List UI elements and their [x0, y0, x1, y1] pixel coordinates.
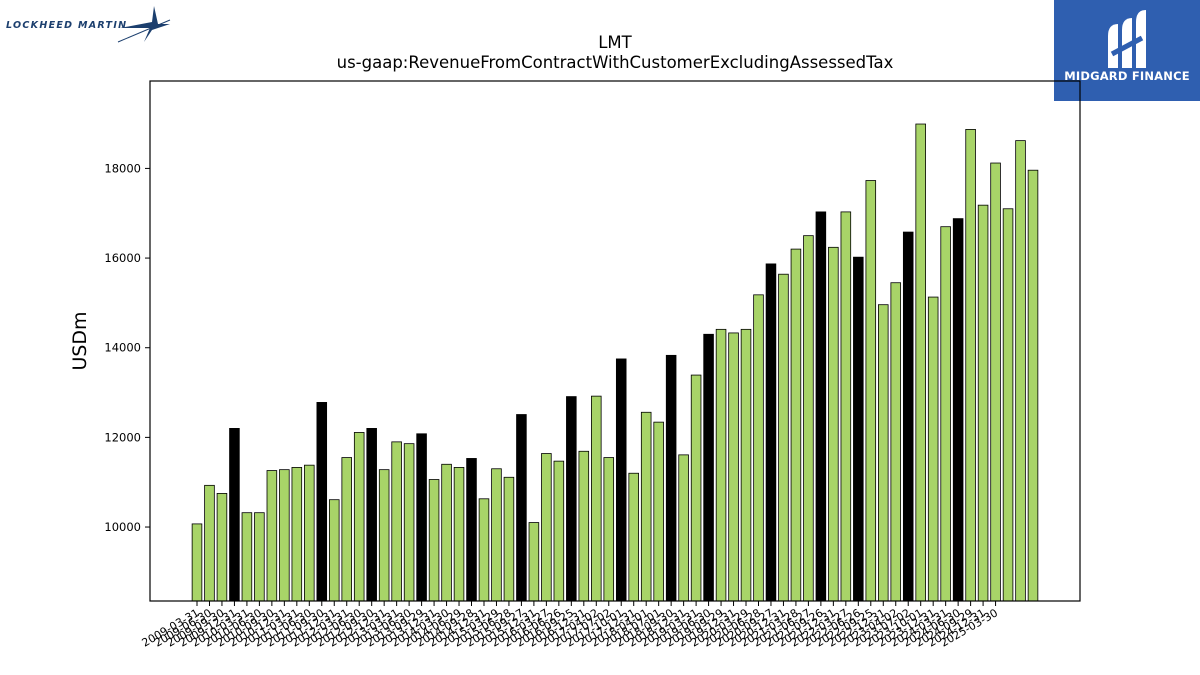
bar-2020-06-28: [753, 294, 764, 602]
bar-2023-10-01: [915, 123, 926, 602]
y-tick-label: 14000: [104, 341, 141, 355]
bar-2021-03-28: [790, 248, 802, 602]
bar-2009-09-30: [216, 493, 228, 602]
y-tick-label: 12000: [104, 430, 141, 444]
x-ticks-group: 2009-03-312009-06-302009-09-302009-12-31…: [140, 601, 1000, 650]
bar-2023-07-02: [902, 231, 914, 602]
bar-2011-03-31: [291, 467, 303, 602]
bar-2015-06-28: [503, 476, 515, 602]
bar-2022-03-27: [840, 211, 852, 602]
bar-2018-12-31: [678, 454, 689, 602]
bar-2010-09-30: [266, 470, 278, 602]
y-axis-label: USDm: [69, 311, 91, 370]
bar-2020-09-27: [765, 263, 777, 602]
bars-group: [191, 123, 1039, 602]
bar-2023-04-02: [890, 282, 902, 602]
bar-2024-12-31: [977, 204, 989, 602]
bar-2011-12-31: [328, 499, 340, 602]
bar-2014-03-30: [441, 463, 452, 602]
bar-2015-09-27: [516, 414, 527, 602]
bar-2009-06-30: [204, 484, 215, 602]
bar-2016-09-25: [566, 396, 577, 602]
bar-2018-04-01: [640, 411, 652, 602]
bar-2009-12-31: [229, 428, 240, 602]
left-logo-text: LOCKHEED MARTIN: [6, 20, 128, 31]
bar-2009-03-31: [191, 523, 203, 602]
bar-2024-09-29: [965, 129, 976, 602]
bar-2013-03-31: [391, 441, 402, 602]
midgard-mark-icon: [1108, 10, 1146, 68]
lockheed-martin-logo: LOCKHEED MARTIN: [4, 4, 174, 44]
bar-2025-03-30: [990, 162, 1001, 602]
bar-2012-03-31: [341, 457, 352, 602]
bar-2013-06-30: [403, 443, 415, 602]
bar-2012-09-30: [366, 428, 377, 602]
bar-2018-07-01: [653, 421, 664, 602]
bar-2017-04-02: [591, 395, 602, 602]
bar-2012-12-31: [378, 469, 390, 602]
bar-2017-07-02: [603, 457, 615, 602]
bar-2017-12-31: [628, 472, 639, 602]
bar-2011-09-30: [316, 402, 328, 602]
bar-2022-06-26: [853, 256, 864, 602]
chart-subtitle: us-gaap:RevenueFromContractWithCustomerE…: [337, 53, 894, 72]
bar-2016-12-31: [578, 450, 590, 602]
bar-2014-12-31: [478, 498, 490, 602]
bar-2023-12-31: [927, 296, 939, 602]
y-tick-label: 16000: [104, 251, 141, 265]
bar-2014-09-28: [466, 458, 477, 602]
bar-2019-06-30: [703, 333, 714, 602]
plot-frame: [149, 80, 1081, 602]
bar-2012-06-30: [353, 432, 365, 602]
bar-2019-12-31: [728, 332, 739, 602]
bar-2021-09-26: [815, 211, 827, 602]
bar-2016-03-27: [541, 453, 552, 602]
y-tick-label: 10000: [104, 520, 141, 534]
bar-undefined: [1002, 208, 1014, 602]
bar-2015-03-29: [491, 468, 502, 602]
bar-2011-06-30: [304, 464, 315, 602]
bar-2019-09-29: [715, 328, 727, 602]
y-ticks-group: 10000 12000 14000 16000 18000: [104, 161, 150, 534]
bar-2015-12-31: [528, 522, 540, 602]
bar-2024-06-30: [952, 218, 964, 602]
bar-2010-06-30: [254, 512, 265, 602]
bar-2013-09-29: [416, 433, 427, 602]
bar-2022-12-31: [878, 304, 889, 602]
bar-2013-12-31: [428, 479, 440, 602]
bar-2019-03-31: [690, 374, 702, 602]
bar-2018-09-30: [665, 354, 677, 602]
bar-2021-12-31: [828, 246, 839, 602]
star-swoosh-icon: [117, 6, 171, 43]
bar-2017-10-01: [615, 358, 627, 602]
bar-2020-12-31: [778, 273, 789, 602]
bar-2016-06-26: [553, 460, 565, 602]
y-tick-label: 18000: [104, 161, 141, 175]
bar-2021-06-27: [803, 235, 814, 602]
midgard-finance-logo: MIDGARD FINANCE: [1054, 0, 1200, 101]
bar-undefined: [1027, 169, 1039, 602]
chart-title: LMT: [598, 33, 632, 52]
bar-2020-03-29: [740, 328, 752, 602]
bar-2024-03-31: [940, 226, 951, 602]
bar-2014-06-29: [453, 467, 465, 602]
bar-undefined: [1015, 140, 1026, 602]
bar-2010-03-31: [241, 512, 253, 602]
bar-2022-09-25: [865, 180, 877, 602]
right-logo-text: MIDGARD FINANCE: [1064, 69, 1190, 83]
bar-2010-12-31: [279, 469, 290, 602]
